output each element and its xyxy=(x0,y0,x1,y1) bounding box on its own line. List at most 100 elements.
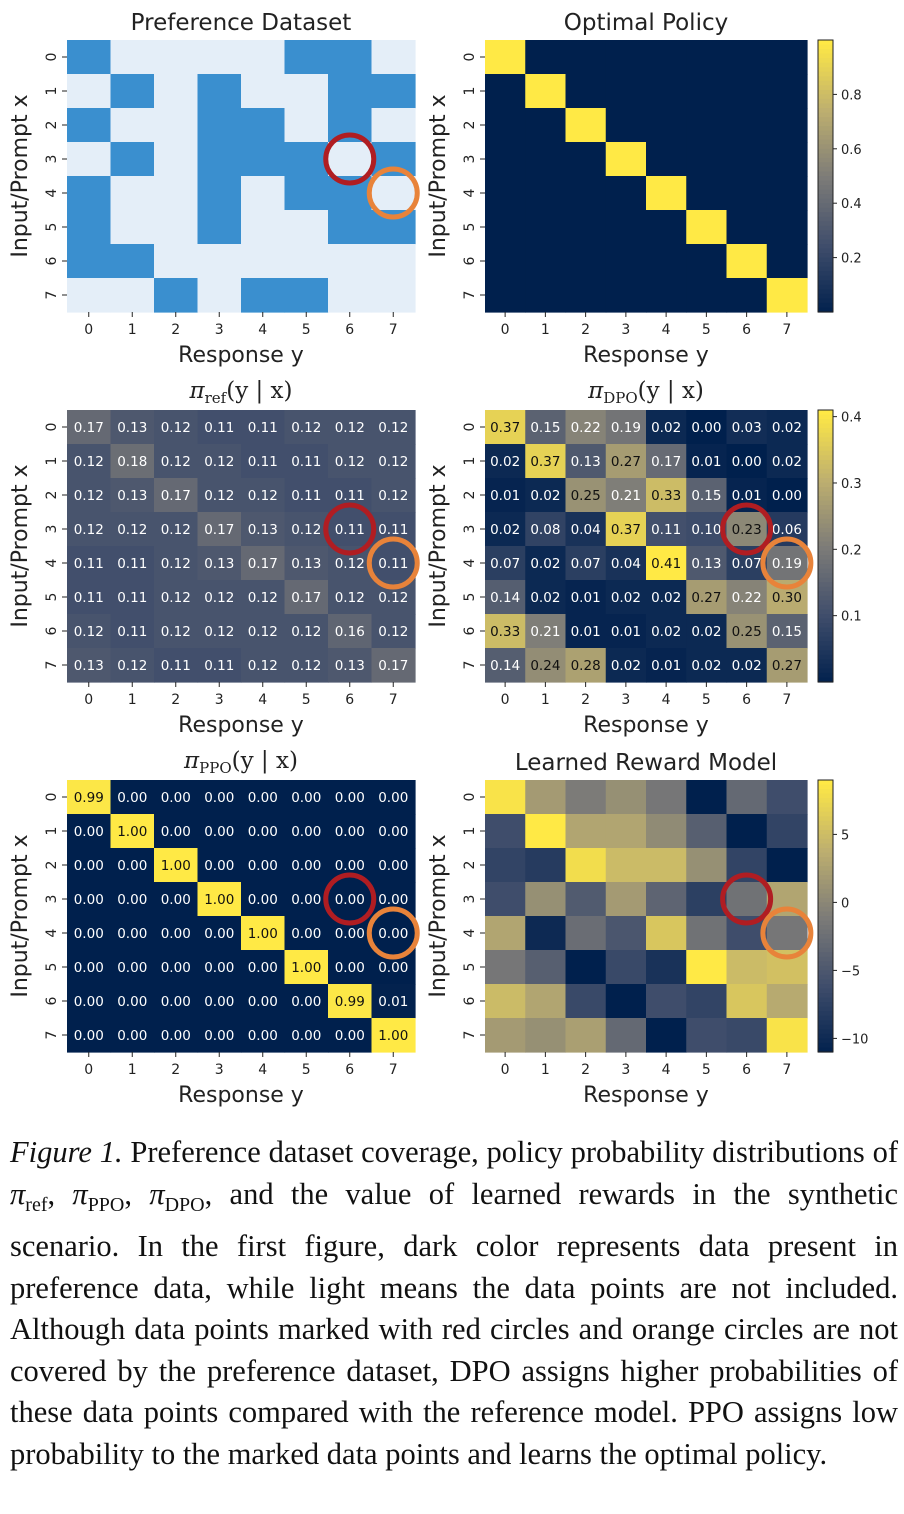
colorbar-segment xyxy=(818,244,833,250)
x-tick-label: 2 xyxy=(581,692,590,708)
heatmap-cell xyxy=(197,780,242,815)
x-tick-label: 6 xyxy=(345,692,354,708)
cell-value: 0.01 xyxy=(611,624,641,640)
cell-value: 0.00 xyxy=(691,420,721,436)
colorbar-segment xyxy=(818,929,833,935)
heatmap-cell xyxy=(485,984,526,1019)
heatmap-cell xyxy=(485,40,526,75)
colorbar-segment xyxy=(818,852,833,858)
heatmap-cell xyxy=(646,108,687,143)
heatmap-cell xyxy=(197,614,242,649)
heatmap-cell xyxy=(605,74,647,109)
cell-value: 0.08 xyxy=(530,522,560,538)
x-tick-label: 0 xyxy=(84,322,93,338)
colorbar-segment xyxy=(818,947,833,953)
heatmap-cell xyxy=(485,210,526,245)
colorbar-segment xyxy=(818,98,833,105)
x-tick-label: 5 xyxy=(702,692,711,708)
x-axis-label: Response y xyxy=(178,1083,304,1108)
y-tick-label: 5 xyxy=(462,223,478,232)
heatmap-cell xyxy=(485,142,526,177)
colorbar-segment xyxy=(818,76,833,82)
heatmap-cell xyxy=(766,814,808,849)
heatmap-cell xyxy=(284,74,329,109)
heatmap-cell xyxy=(686,1018,728,1053)
heatmap-cell xyxy=(485,950,526,985)
heatmap-cell xyxy=(646,478,687,513)
heatmap-cell xyxy=(565,580,607,615)
heatmap-cell xyxy=(328,74,373,109)
heatmap-cell xyxy=(686,142,728,177)
cell-value: 0.27 xyxy=(611,454,641,470)
heatmap-cell xyxy=(67,74,112,109)
heatmap-cell xyxy=(646,176,687,211)
colorbar-segment xyxy=(818,550,833,556)
title-subscript: DPO xyxy=(603,389,637,407)
heatmap-cell xyxy=(154,108,199,143)
colorbar-segment xyxy=(818,825,833,831)
heatmap-cell xyxy=(241,882,286,917)
cell-value: 0.02 xyxy=(530,590,560,606)
heatmap-cell xyxy=(565,614,607,649)
heatmap-cell xyxy=(565,984,607,1019)
cell-value: 0.04 xyxy=(571,522,601,538)
heatmap-cell xyxy=(67,410,112,445)
cell-value: 0.00 xyxy=(204,1028,234,1044)
heatmap-cell xyxy=(766,648,808,683)
y-tick-label: 5 xyxy=(44,593,60,602)
heatmap-cell xyxy=(646,950,687,985)
heatmap-cell xyxy=(686,648,728,683)
cell-value: 0.00 xyxy=(117,926,147,942)
heatmap-cell xyxy=(284,244,329,279)
x-tick-label: 1 xyxy=(128,692,137,708)
cell-value: 0.12 xyxy=(335,454,365,470)
x-tick-label: 3 xyxy=(621,692,630,708)
cell-value: 0.18 xyxy=(117,454,147,470)
colorbar-segment xyxy=(818,834,833,840)
colorbar-segment xyxy=(818,811,833,817)
heatmap-cell xyxy=(485,74,526,109)
x-tick-label: 1 xyxy=(541,1062,550,1078)
heatmap-cell xyxy=(67,40,112,75)
heatmap-cell xyxy=(525,882,567,917)
colorbar-segment xyxy=(818,234,833,241)
cell-value: 1.00 xyxy=(204,892,234,908)
heatmap-cell xyxy=(284,882,329,917)
colorbar-segment xyxy=(818,595,833,601)
heatmap-cell xyxy=(565,176,607,211)
y-axis-label: Input/Prompt x xyxy=(426,834,451,997)
heatmap-cell xyxy=(67,444,112,479)
cell-value: 0.02 xyxy=(651,420,681,436)
heatmap-cell xyxy=(605,40,647,75)
cell-value: 0.12 xyxy=(248,658,278,674)
colorbar-segment xyxy=(818,672,833,679)
cell-value: 0.17 xyxy=(248,556,278,572)
cell-value: 0.33 xyxy=(651,488,681,504)
heatmap-cell xyxy=(605,882,647,917)
cell-value: 0.22 xyxy=(571,420,601,436)
colorbar-segment xyxy=(818,117,833,123)
colorbar-tick-label: −10 xyxy=(841,1032,868,1047)
heatmap-cell xyxy=(241,244,286,279)
panel-ref: 0.17 0.13 0.12 0.11 0.11 0.12 0.12 0.12 0.12 0.18… xyxy=(8,378,420,738)
cell-value: 0.02 xyxy=(651,624,681,640)
cell-value: 0.00 xyxy=(378,858,408,874)
colorbar-segment xyxy=(818,793,833,799)
heatmap-cell xyxy=(371,848,416,883)
heatmap-cell xyxy=(646,882,687,917)
heatmap-cell xyxy=(565,40,607,75)
colorbar-segment xyxy=(818,816,833,822)
cell-value: 0.27 xyxy=(691,590,721,606)
colorbar-segment xyxy=(818,203,833,209)
heatmap-cell xyxy=(646,74,687,109)
colorbar-segment xyxy=(818,623,833,629)
cell-value: 0.13 xyxy=(335,658,365,674)
heatmap-cell xyxy=(67,648,112,683)
colorbar-segment xyxy=(818,925,833,931)
cell-value: 0.02 xyxy=(530,488,560,504)
heatmap-cell xyxy=(646,1018,687,1053)
y-tick-label: 7 xyxy=(44,1031,60,1040)
y-tick-label: 6 xyxy=(44,626,60,635)
orange-circle-marker xyxy=(760,906,814,960)
caption-pi-ref: πref xyxy=(10,1177,47,1216)
